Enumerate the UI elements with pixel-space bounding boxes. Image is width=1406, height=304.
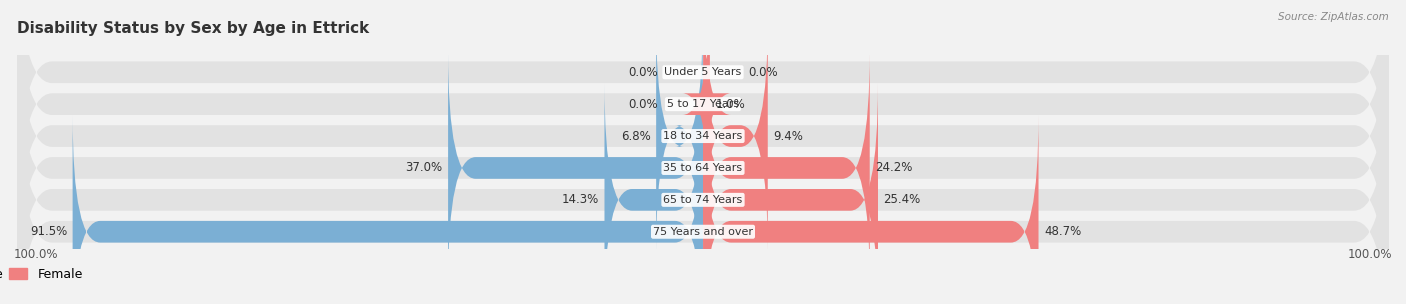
Text: 1.0%: 1.0% <box>716 98 745 111</box>
FancyBboxPatch shape <box>73 115 703 304</box>
FancyBboxPatch shape <box>703 51 870 285</box>
Text: 100.0%: 100.0% <box>14 248 59 261</box>
Text: 65 to 74 Years: 65 to 74 Years <box>664 195 742 205</box>
Text: 24.2%: 24.2% <box>875 161 912 174</box>
FancyBboxPatch shape <box>682 0 731 221</box>
Text: 35 to 64 Years: 35 to 64 Years <box>664 163 742 173</box>
Text: 91.5%: 91.5% <box>30 225 67 238</box>
FancyBboxPatch shape <box>17 51 1389 304</box>
Text: 18 to 34 Years: 18 to 34 Years <box>664 131 742 141</box>
FancyBboxPatch shape <box>17 83 1389 304</box>
Text: 100.0%: 100.0% <box>1347 248 1392 261</box>
Text: 5 to 17 Years: 5 to 17 Years <box>666 99 740 109</box>
FancyBboxPatch shape <box>17 0 1389 253</box>
Text: 75 Years and over: 75 Years and over <box>652 227 754 237</box>
FancyBboxPatch shape <box>17 0 1389 221</box>
FancyBboxPatch shape <box>17 0 1389 285</box>
FancyBboxPatch shape <box>703 115 1039 304</box>
Text: 6.8%: 6.8% <box>621 130 651 143</box>
FancyBboxPatch shape <box>17 19 1389 304</box>
Text: 14.3%: 14.3% <box>562 193 599 206</box>
FancyBboxPatch shape <box>703 19 768 253</box>
FancyBboxPatch shape <box>657 19 703 253</box>
Text: 9.4%: 9.4% <box>773 130 803 143</box>
Text: 25.4%: 25.4% <box>883 193 921 206</box>
Text: Disability Status by Sex by Age in Ettrick: Disability Status by Sex by Age in Ettri… <box>17 21 370 36</box>
Text: Under 5 Years: Under 5 Years <box>665 67 741 77</box>
Text: Source: ZipAtlas.com: Source: ZipAtlas.com <box>1278 12 1389 22</box>
FancyBboxPatch shape <box>605 83 703 304</box>
Legend: Male, Female: Male, Female <box>0 263 87 286</box>
Text: 0.0%: 0.0% <box>628 98 658 111</box>
Text: 0.0%: 0.0% <box>628 66 658 79</box>
Text: 0.0%: 0.0% <box>748 66 778 79</box>
Text: 37.0%: 37.0% <box>405 161 443 174</box>
FancyBboxPatch shape <box>703 83 877 304</box>
FancyBboxPatch shape <box>449 51 703 285</box>
Text: 48.7%: 48.7% <box>1045 225 1081 238</box>
